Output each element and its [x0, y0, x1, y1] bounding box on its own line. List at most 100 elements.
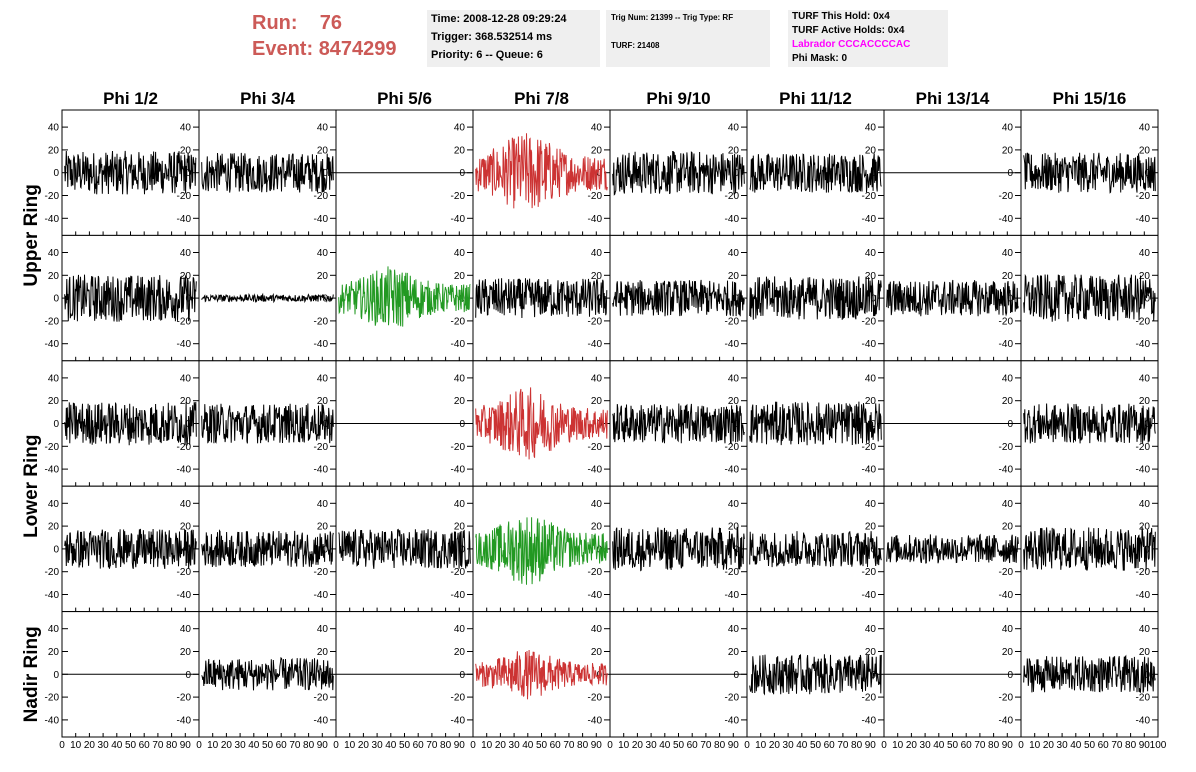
ytick-label: 40 [454, 624, 466, 635]
ytick-label: 0 [322, 544, 328, 555]
xtick-label: 60 [687, 740, 699, 751]
ytick-label: 40 [317, 123, 329, 134]
xtick-label: 30 [509, 740, 521, 751]
ytick-label: 0 [733, 168, 739, 179]
waveform-line [64, 401, 197, 446]
ytick-label: -20 [1136, 316, 1151, 327]
xtick-label: 30 [98, 740, 110, 751]
ytick-label: 40 [180, 499, 192, 510]
waveform-line [1023, 273, 1156, 322]
xtick-label: 90 [1139, 740, 1151, 751]
xtick-label: 40 [796, 740, 808, 751]
ytick-label: 20 [865, 396, 877, 407]
xtick-label: 80 [303, 740, 315, 751]
xtick-label: 0 [881, 740, 887, 751]
ytick-label: 20 [454, 271, 466, 282]
ytick-label: -20 [725, 442, 740, 453]
xtick-label: 60 [1098, 740, 1110, 751]
ytick-label: 40 [591, 123, 603, 134]
ytick-label: 0 [53, 670, 59, 681]
ytick-label: -40 [862, 465, 877, 476]
ytick-label: 20 [454, 522, 466, 533]
waveform-line [1023, 403, 1156, 444]
xtick-label: 90 [180, 740, 192, 751]
xtick-label: 90 [865, 740, 877, 751]
ytick-label: -40 [588, 590, 603, 601]
event-line: Event: 8474299 [252, 36, 422, 62]
ytick-label: -20 [451, 191, 466, 202]
xtick-label: 50 [536, 740, 548, 751]
ytick-label: 40 [48, 499, 60, 510]
ytick-label: -40 [1136, 339, 1151, 350]
ytick-label: -20 [45, 316, 60, 327]
ytick-label: 40 [180, 624, 192, 635]
ytick-label: -40 [45, 339, 60, 350]
waveform-line [475, 517, 608, 585]
run-event-box: Run: 76 Event: 8474299 [252, 10, 422, 68]
waveform-line [338, 266, 471, 327]
xtick-label: 0 [196, 740, 202, 751]
ytick-label: -40 [177, 214, 192, 225]
xtick-label: 70 [563, 740, 575, 751]
xtick-label: 80 [166, 740, 178, 751]
column-title: Phi 13/14 [916, 89, 990, 108]
ytick-label: 20 [48, 522, 60, 533]
ytick-label: -40 [588, 214, 603, 225]
ytick-label: -20 [999, 316, 1014, 327]
ytick-label: 40 [48, 624, 60, 635]
xtick-label: 20 [769, 740, 781, 751]
xtick-label: 0 [744, 740, 750, 751]
ytick-label: -40 [45, 214, 60, 225]
trig-line: Trig Num: 21399 -- Trig Type: RF [611, 13, 734, 22]
xtick-label: 0 [59, 740, 65, 751]
ytick-label: -40 [177, 339, 192, 350]
time-line: Time: 2008-12-28 09:29:24 [431, 13, 567, 25]
waveform-line [1023, 526, 1156, 571]
xtick-label: 80 [714, 740, 726, 751]
ytick-label: 40 [1002, 624, 1014, 635]
waveform-line [64, 274, 197, 322]
turf-info-box: TURF This Hold: 0x4 TURF Active Holds: 0… [788, 10, 948, 67]
ytick-label: -40 [451, 214, 466, 225]
waveform-line [201, 152, 334, 193]
ytick-label: 0 [322, 168, 328, 179]
waveform-line [749, 654, 882, 696]
xtick-label: 20 [84, 740, 96, 751]
ytick-label: 20 [591, 396, 603, 407]
column-title: Phi 3/4 [240, 89, 295, 108]
ytick-label: -40 [451, 715, 466, 726]
xtick-label: 80 [988, 740, 1000, 751]
ytick-label: 20 [865, 271, 877, 282]
xtick-label: 0 [1018, 740, 1024, 751]
ytick-label: 20 [591, 522, 603, 533]
ytick-label: -20 [1136, 693, 1151, 704]
ytick-label: 40 [1002, 499, 1014, 510]
ytick-label: -40 [999, 590, 1014, 601]
ytick-label: -20 [177, 442, 192, 453]
labrador-line: Labrador CCCACCCCAC [792, 39, 911, 50]
ytick-label: -40 [314, 465, 329, 476]
ytick-label: 0 [1007, 168, 1013, 179]
ytick-label: -40 [725, 339, 740, 350]
ytick-label: 40 [865, 123, 877, 134]
ytick-label: -20 [862, 567, 877, 578]
ytick-label: -20 [1136, 567, 1151, 578]
ytick-label: 20 [1139, 522, 1151, 533]
ytick-label: -40 [725, 465, 740, 476]
ytick-label: 40 [591, 624, 603, 635]
ytick-label: 40 [591, 373, 603, 384]
ytick-label: 0 [596, 168, 602, 179]
time-info-box: Time: 2008-12-28 09:29:24 Trigger: 368.5… [427, 10, 600, 67]
ytick-label: 40 [1002, 373, 1014, 384]
ytick-label: -20 [177, 567, 192, 578]
xtick-label: 70 [1111, 740, 1123, 751]
ytick-label: -40 [314, 214, 329, 225]
waveform-panel: -40 -40 -20 -20 0 0 20 20 40 40 [45, 109, 200, 236]
